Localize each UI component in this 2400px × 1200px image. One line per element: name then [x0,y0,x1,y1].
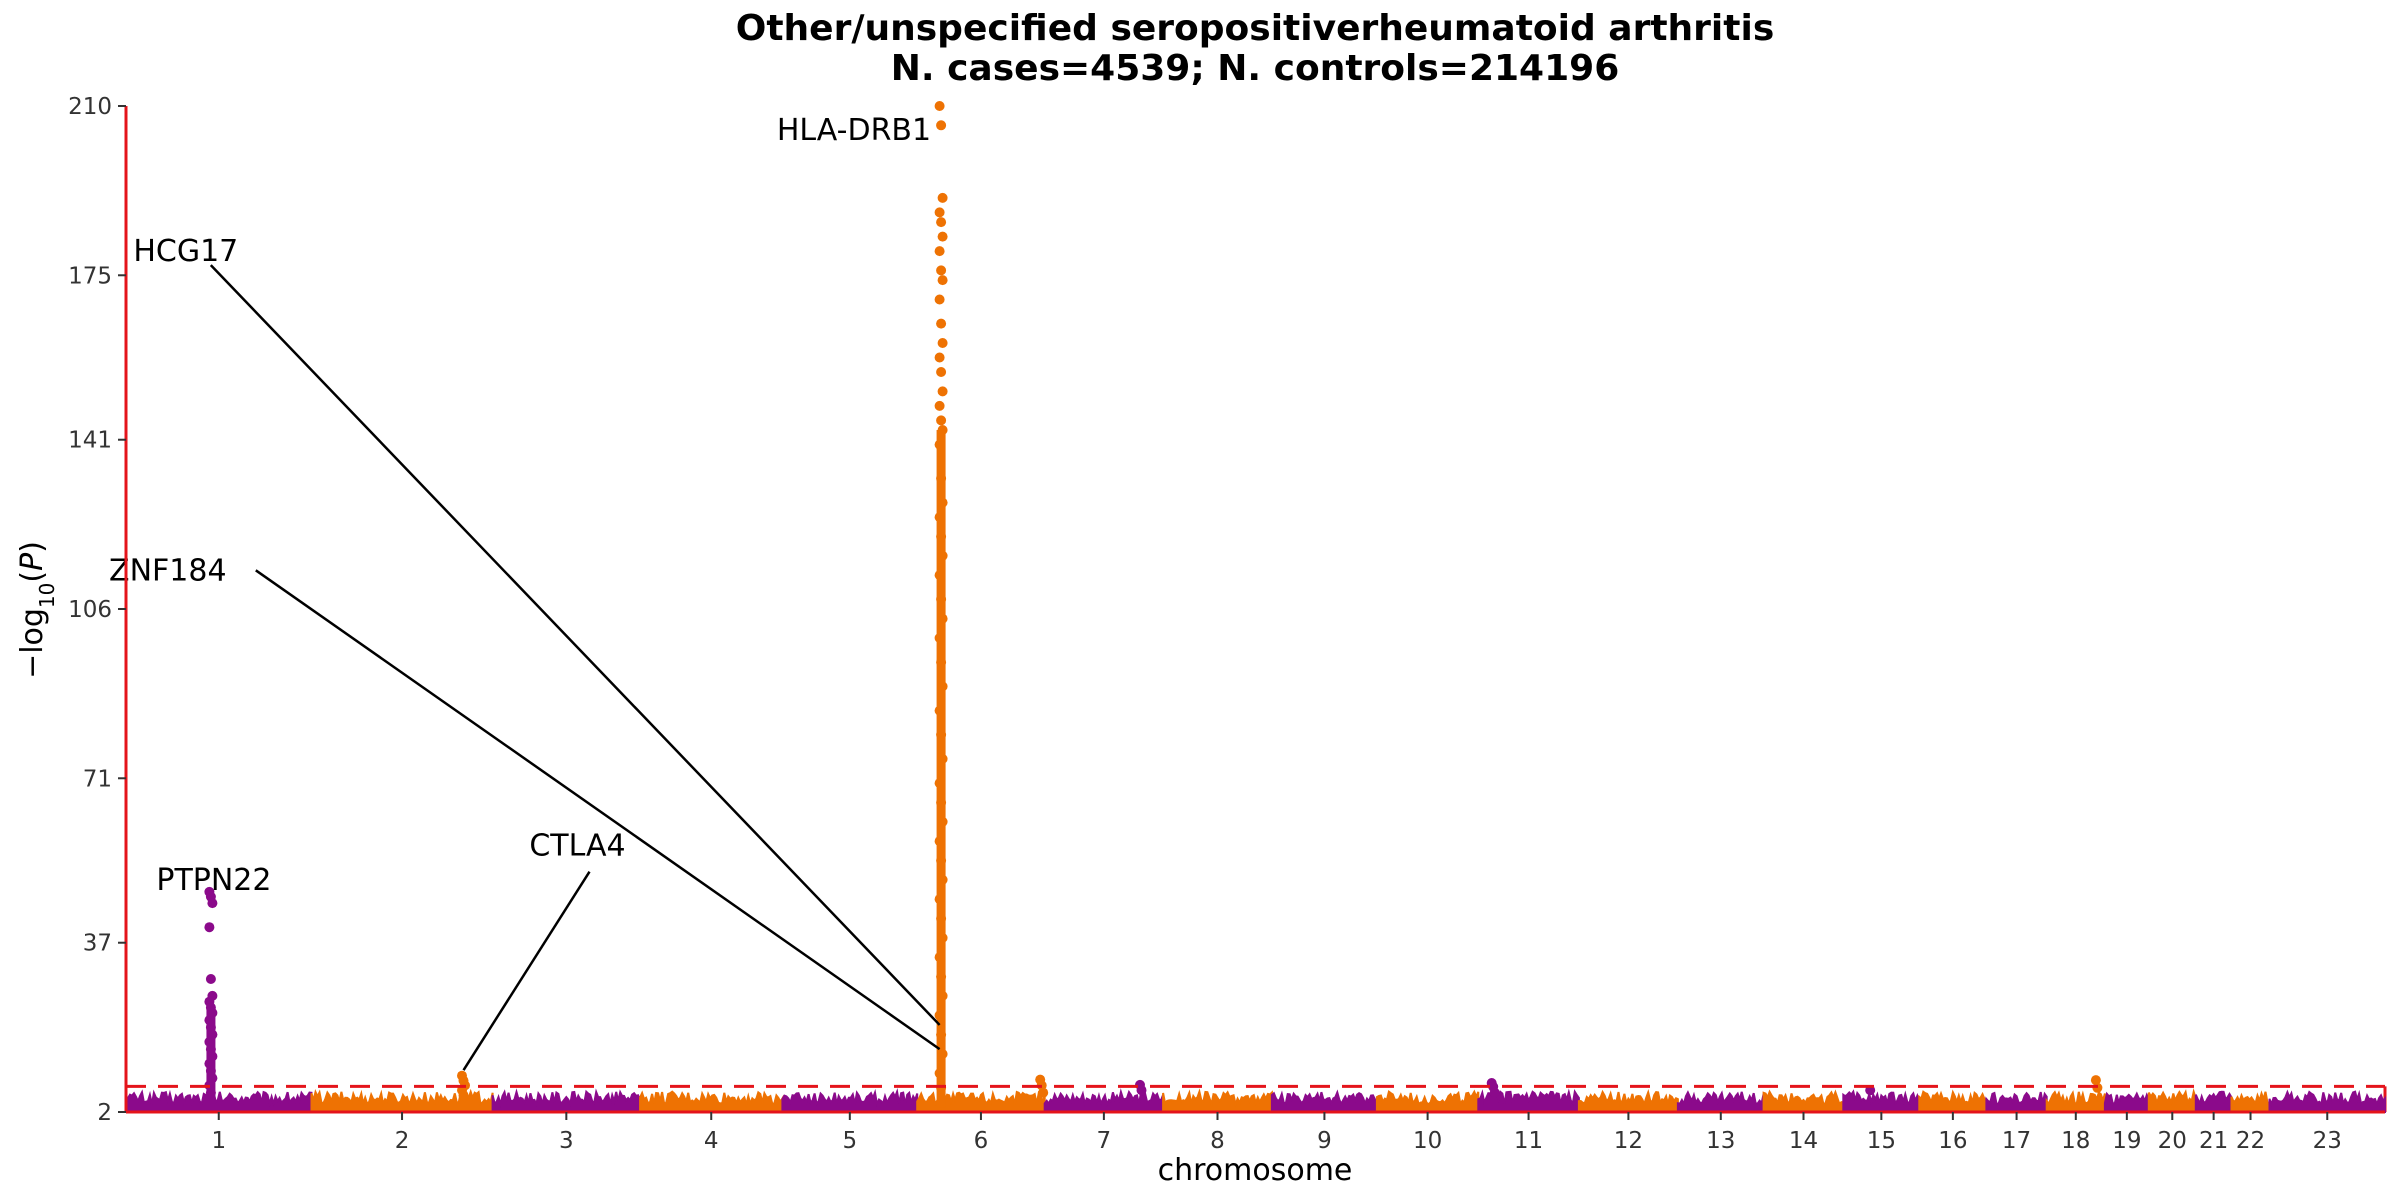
x-tick-label: 11 [1514,1128,1543,1154]
y-tick-label: 141 [68,428,112,454]
x-tick-label: 9 [1317,1128,1332,1154]
x-tick-label: 12 [1614,1128,1643,1154]
chromosome-band-17 [1985,1091,2048,1113]
data-point [937,386,948,397]
x-tick-label: 23 [2313,1128,2342,1154]
chromosome-band-8 [1162,1088,1273,1113]
y-axis-ticks: 2 37 71 106 141 175 210 [68,94,126,1126]
data-point [934,352,945,363]
y-tick-label: 175 [68,263,112,289]
chromosome-band-14 [1762,1089,1845,1113]
data-point [205,974,216,984]
x-axis-ticks: 1 2 3 4 5 6 7 8 9 10 11 12 13 14 15 16 17 18 19 20 21 22 23 [211,1112,2342,1154]
data-points [204,101,2103,1108]
data-point [204,922,215,933]
gene-label-ctla4: CTLA4 [529,829,625,864]
chromosome-band-21 [2194,1090,2233,1113]
gene-label-ptpn22: PTPN22 [156,863,271,898]
data-point [934,294,945,305]
y-tick-label: 106 [68,597,112,623]
y-tick-label: 210 [68,94,112,120]
x-tick-label: 16 [1938,1128,1967,1154]
chromosome-band-16 [1918,1089,1988,1113]
x-tick-label: 13 [1706,1128,1735,1154]
y-tick-label: 2 [97,1100,112,1126]
x-tick-label: 8 [1210,1128,1225,1154]
data-point [937,338,948,348]
x-tick-label: 1 [211,1128,226,1154]
chromosome-band-22 [2230,1090,2271,1113]
chromosome-band-5 [781,1087,919,1113]
chromosome-band-9 [1270,1089,1378,1113]
data-point [937,231,948,242]
chart-subtitle: N. cases=4539; N. controls=214196 [891,48,1620,89]
chromosome-band-7 [1043,1088,1165,1113]
chromosome-band-1 [125,1089,313,1113]
leader-line-hcg17 [209,264,941,1026]
chromosome-band-23 [2268,1089,2386,1113]
x-tick-label: 6 [974,1128,989,1154]
data-point [937,275,948,286]
x-tick-label: 21 [2199,1128,2228,1154]
x-tick-label: 17 [2002,1128,2031,1154]
x-tick-label: 15 [1867,1128,1896,1154]
x-tick-label: 22 [2236,1128,2265,1154]
chromosome-band-19 [2103,1091,2150,1113]
x-tick-label: 3 [559,1128,574,1154]
x-tick-label: 2 [395,1128,410,1154]
x-tick-label: 20 [2158,1128,2187,1154]
chromosome-band-4 [639,1090,784,1113]
chromosome-band-10 [1375,1089,1480,1113]
x-axis-title: chromosome [1158,1153,1353,1188]
x-tick-label: 5 [842,1128,857,1154]
chromosome-band-3 [491,1088,642,1113]
data-point [937,192,948,203]
data-point [936,217,947,228]
x-tick-label: 10 [1413,1128,1442,1154]
data-point [458,1090,469,1101]
data-point [1038,1087,1049,1098]
gene-label-hcg17: HCG17 [133,234,238,269]
data-point [934,207,945,218]
leader-line-ctla4 [462,870,591,1071]
chromosome-band-15 [1842,1089,1921,1113]
chromosome-band-13 [1676,1090,1765,1113]
chromosome-band-18 [2045,1090,2106,1113]
leader-line-znf184 [255,569,941,1051]
data-point [936,318,947,329]
y-tick-label: 71 [83,766,112,792]
data-point [1136,1085,1147,1096]
x-tick-label: 4 [704,1128,719,1154]
data-point [934,246,945,257]
chart-title: Other/unspecified seropositiverheumatoid… [736,8,1775,49]
data-point [936,120,947,131]
data-point [936,265,947,276]
x-tick-label: 19 [2112,1128,2141,1154]
x-tick-label: 7 [1097,1128,1112,1154]
chromosome-band-12 [1577,1089,1679,1113]
data-point [936,415,947,426]
data-point [207,898,218,909]
data-point [1489,1087,1500,1098]
data-point [934,101,945,111]
x-tick-label: 14 [1789,1128,1818,1154]
gene-label-hla-drb1: HLA-DRB1 [777,113,931,148]
gene-label-znf184: ZNF184 [109,553,227,588]
y-tick-label: 37 [83,931,112,957]
gene-annotations: PTPN22 CTLA4 HCG17 ZNF184 HLA-DRB1 [109,113,941,1071]
y-axis-title: −log10(P) [15,541,59,679]
data-point [934,400,945,411]
chromosome-band-20 [2147,1087,2197,1113]
chromosome-band-6 [916,1089,1046,1113]
data-point [936,367,947,377]
data-point [2090,1075,2101,1086]
x-tick-label: 18 [2061,1128,2090,1154]
